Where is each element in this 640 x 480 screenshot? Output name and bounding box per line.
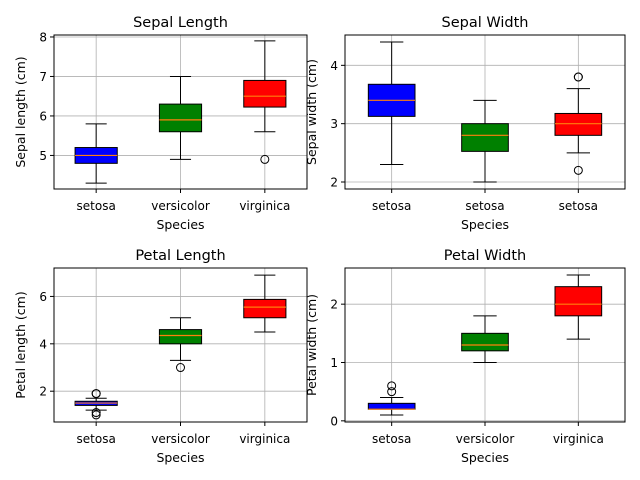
box-iqr [461,123,509,152]
y-tick-label: 6 [39,290,47,304]
x-axis-label: Species [156,217,204,232]
x-tick-label: setosa [77,432,116,446]
box-setosa [461,99,509,183]
subplot-title: Sepal Width [442,15,529,31]
box-setosa [554,72,603,175]
outlier-point [176,363,185,373]
y-axis-label: Sepal width (cm) [304,59,319,165]
y-tick-label: 1 [330,356,338,370]
x-tick-label: versicolor [456,432,515,446]
y-tick-label: 7 [39,70,47,84]
box-iqr [554,112,603,136]
box-versicolor [158,317,203,373]
x-tick-label: versicolor [151,432,210,446]
box-iqr [243,79,287,108]
x-tick-label: setosa [465,199,504,213]
box-setosa [74,389,118,420]
box-iqr [158,103,203,133]
box-iqr [158,329,203,345]
y-axis-label: Petal width (cm) [304,294,319,396]
y-tick-label: 6 [39,109,47,123]
box-virginica [554,274,603,340]
subplot: 2 3 4 setosa setosa setosa Sepal Width Species S… [304,15,626,232]
subplot: 0 1 2 setosa versicolor virginica Petal Width S… [304,248,626,465]
x-tick-label: setosa [77,199,116,213]
outlier-point [260,154,270,164]
outlier-point [91,410,101,420]
box-virginica [243,40,287,164]
y-tick-label: 4 [39,337,47,351]
y-tick-label: 5 [39,149,47,163]
x-tick-label: setosa [372,432,411,446]
x-axis-label: Species [156,450,204,465]
y-tick-label: 2 [330,176,338,190]
y-tick-label: 4 [330,59,338,73]
box-setosa [367,381,416,416]
y-tick-label: 2 [39,385,47,399]
x-tick-label: virginica [239,199,290,213]
box-iqr [367,402,416,410]
subplot-title: Petal Width [444,248,526,264]
x-tick-label: virginica [553,432,604,446]
box-setosa [367,41,416,165]
y-tick-label: 0 [330,414,338,428]
x-tick-label: virginica [239,432,290,446]
box-virginica [243,274,287,333]
x-tick-label: setosa [559,199,598,213]
subplot-title: Petal Length [135,248,225,264]
x-axis-label: Species [461,450,509,465]
y-axis-label: Petal length (cm) [13,291,28,398]
subplot: 2 4 6 setosa versicolor virginica Petal Length… [13,248,308,465]
box-iqr [554,286,603,317]
box-iqr [461,332,509,352]
box-iqr [243,298,287,319]
y-tick-label: 2 [330,298,338,312]
outlier-point [91,389,101,399]
subplot-title: Sepal Length [133,15,228,31]
outlier-point [573,72,583,82]
subplot: 5 6 7 8 setosa versicolor virginica Sepal Lengt… [13,15,308,232]
y-axis-label: Sepal length (cm) [13,56,28,167]
box-setosa [74,123,118,184]
outlier-point [573,165,583,175]
x-tick-label: versicolor [151,199,210,213]
x-tick-label: setosa [372,199,411,213]
y-tick-label: 8 [39,30,47,44]
outlier-point [91,408,101,418]
y-tick-label: 3 [330,117,338,131]
box-versicolor [461,315,509,363]
outlier-point [387,381,397,391]
box-versicolor [158,75,203,160]
outlier-point [387,387,397,397]
x-axis-label: Species [461,217,509,232]
